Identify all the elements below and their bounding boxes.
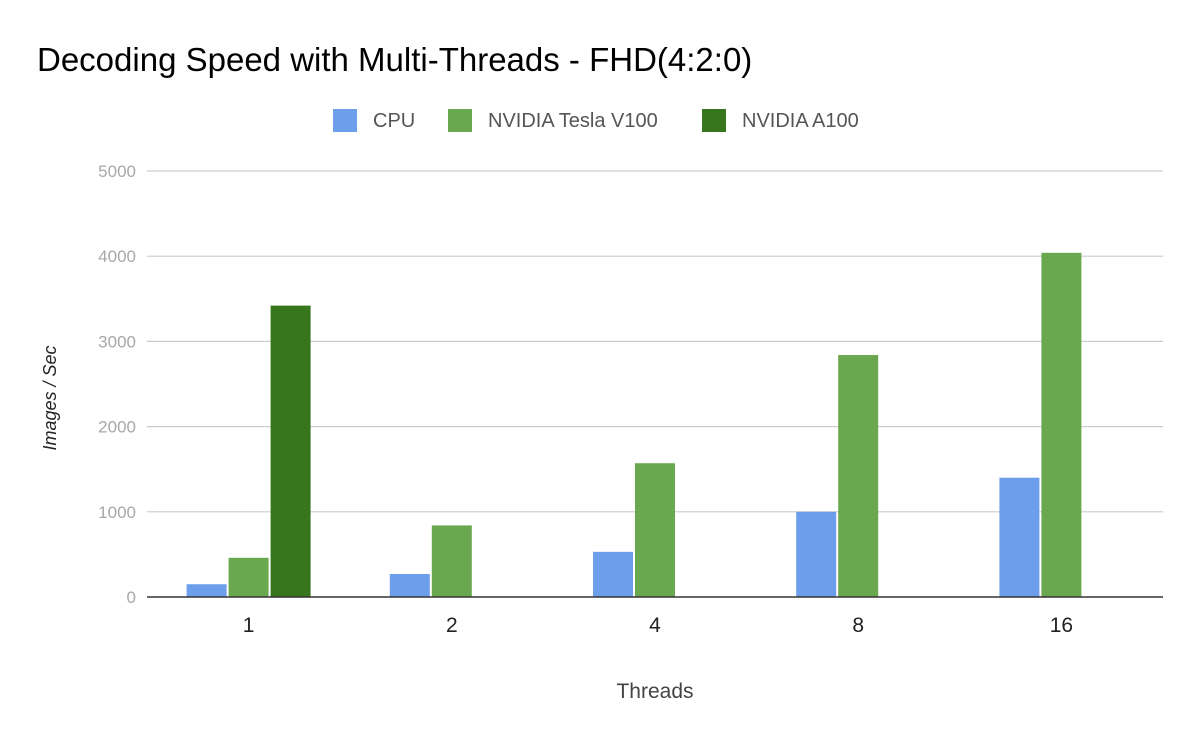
bar-v100-8 <box>838 355 879 597</box>
bar-v100-1 <box>228 557 269 597</box>
x-tick-label: 1 <box>243 614 255 637</box>
bar-cpu-1 <box>186 584 227 597</box>
x-tick-label: 16 <box>1050 614 1073 637</box>
bar-v100-4 <box>635 463 675 597</box>
x-tick-label: 8 <box>852 614 864 637</box>
legend-swatch-cpu <box>333 109 357 132</box>
y-tick-label: 0 <box>127 588 136 607</box>
legend-swatch-a100 <box>702 109 726 132</box>
bar-cpu-16 <box>999 477 1040 597</box>
legend-swatch-v100 <box>448 109 472 132</box>
y-tick-label: 5000 <box>98 162 136 181</box>
y-tick-label: 4000 <box>98 247 136 266</box>
bars <box>186 252 1082 598</box>
y-tick-label: 2000 <box>98 418 136 437</box>
chart-title: Decoding Speed with Multi-Threads - FHD(… <box>37 41 752 78</box>
legend-label-a100: NVIDIA A100 <box>742 110 859 132</box>
bar-cpu-2 <box>389 573 430 597</box>
legend: CPU NVIDIA Tesla V100 NVIDIA A100 <box>333 109 859 132</box>
bar-a100-1 <box>270 305 311 597</box>
bar-cpu-8 <box>796 511 837 597</box>
x-tick-label: 2 <box>446 614 458 637</box>
y-tick-label: 3000 <box>98 332 136 351</box>
legend-label-cpu: CPU <box>373 110 415 132</box>
bar-v100-2 <box>431 525 472 597</box>
legend-label-v100: NVIDIA Tesla V100 <box>488 110 658 132</box>
bar-cpu-4 <box>593 551 633 597</box>
bar-v100-16 <box>1041 252 1082 598</box>
x-tick-label: 4 <box>649 614 661 637</box>
y-tick-labels: 0 1000 2000 3000 4000 5000 <box>98 162 136 607</box>
gridlines <box>147 170 1163 513</box>
y-tick-label: 1000 <box>98 503 136 522</box>
x-tick-labels: 1 2 4 8 16 <box>243 614 1073 637</box>
x-axis-label: Threads <box>616 680 693 703</box>
y-axis-label: Images / Sec <box>40 345 60 450</box>
